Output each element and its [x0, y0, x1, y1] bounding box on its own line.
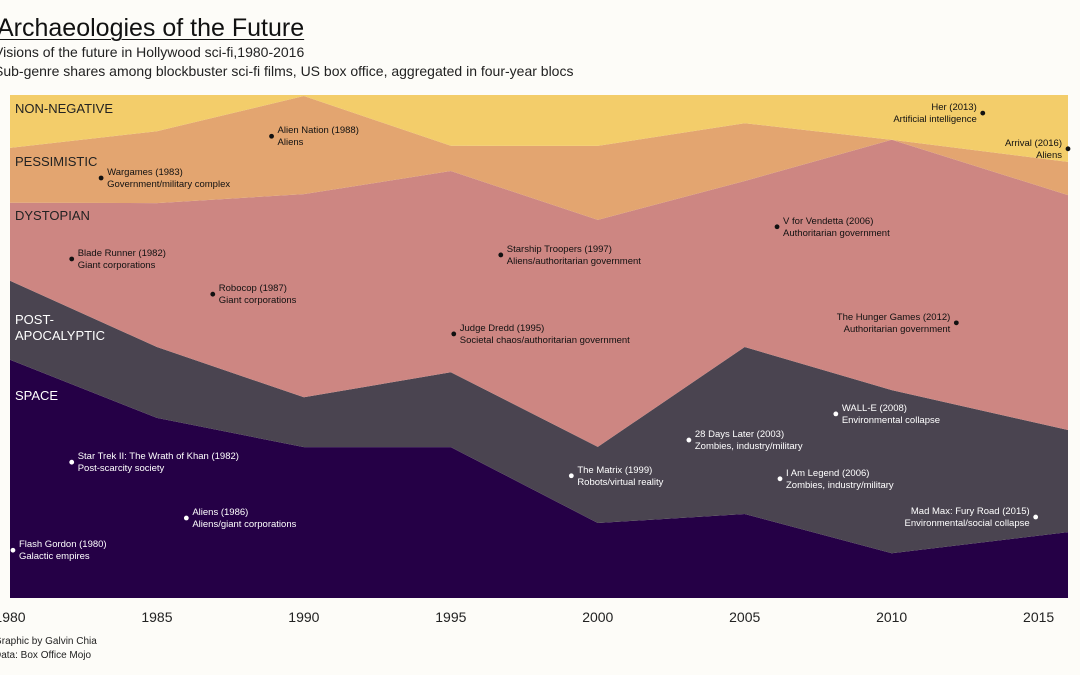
annotation-theme: Galactic empires [19, 551, 90, 562]
annotation-theme: Zombies, industry/military [786, 480, 894, 491]
annotation-dot [568, 473, 574, 479]
annotation-film: Alien Nation (1988) [278, 125, 359, 136]
annotation-theme: Artificial intelligence [893, 114, 976, 125]
annotation-dot [183, 515, 189, 521]
area-pessimistic [10, 96, 1068, 220]
annotation-theme: Authoritarian government [844, 324, 951, 335]
annotation-dot [69, 459, 75, 465]
annotation-film: Blade Runner (1982) [78, 248, 166, 259]
annotation-theme: Aliens/authoritarian government [507, 256, 641, 267]
annotation-dot [269, 133, 274, 139]
area-post-apocalyptic [10, 280, 1068, 554]
chart-subtitle-2: Sub-genre shares among blockbuster sci-f… [0, 63, 574, 79]
annotation-theme: Aliens [278, 137, 304, 148]
annotation-theme: Government/military complex [107, 179, 230, 190]
x-tick-label: 2015 [1023, 609, 1054, 625]
annotation-film: Starship Troopers (1997) [507, 244, 612, 255]
annotation-film: Aliens (1986) [192, 507, 248, 518]
annotation-dot [210, 291, 216, 297]
annotation-dot [69, 256, 75, 262]
series-label-pessimistic: PESSIMISTIC [15, 154, 97, 169]
annotation-theme: Environmental/social collapse [905, 518, 1030, 529]
chart-title: Archaeologies of the Future [0, 14, 305, 42]
chart-subtitle: Visions of the future in Hollywood sci-f… [0, 44, 305, 60]
x-tick-label: 1980 [0, 609, 26, 625]
annotation-film: The Matrix (1999) [577, 465, 652, 476]
series-label-space: SPACE [15, 388, 58, 403]
x-tick-label: 2005 [729, 609, 760, 625]
annotation-dot [498, 252, 504, 258]
annotation-theme: Giant corporations [219, 295, 297, 306]
annotation-dot [686, 437, 692, 443]
annotation-dot [777, 476, 783, 482]
annotation-theme: Post-scarcity society [78, 463, 165, 474]
annotation-film: Her (2013) [931, 102, 976, 113]
annotation-dot [1033, 514, 1039, 520]
x-tick-label: 1985 [141, 609, 172, 625]
annotation-dot [451, 331, 457, 337]
annotation-theme: Zombies, industry/military [695, 441, 803, 452]
annotation-theme: Robots/virtual reality [577, 477, 663, 488]
x-tick-label: 2000 [582, 609, 613, 625]
series-label-non-negative: NON-NEGATIVE [15, 101, 113, 116]
series-label-dystopian: DYSTOPIAN [15, 208, 90, 223]
annotation-theme: Environmental collapse [842, 415, 940, 426]
annotation-film: V for Vendetta (2006) [783, 216, 873, 227]
x-tick-label: 2010 [876, 609, 907, 625]
area-non-negative [10, 95, 1068, 162]
annotation-film: The Hunger Games (2012) [837, 312, 951, 323]
annotation-film: WALL-E (2008) [842, 403, 907, 414]
annotation-film: Star Trek II: The Wrath of Khan (1982) [78, 451, 239, 462]
annotation-film: Mad Max: Fury Road (2015) [911, 506, 1030, 517]
annotation-theme: Aliens/giant corporations [192, 519, 296, 530]
annotation-film: Judge Dredd (1995) [460, 323, 545, 334]
annotation-theme: Societal chaos/authoritarian government [460, 335, 630, 346]
series-label-post-apocalyptic: POST-APOCALYPTIC [15, 312, 105, 343]
annotation-dot [833, 411, 839, 417]
annotation-dot [98, 175, 104, 181]
annotation-theme: Giant corporations [78, 260, 156, 271]
credit-text: Graphic by Galvin Chia [0, 636, 97, 647]
annotation-film: Arrival (2016) [1005, 138, 1062, 149]
annotation-dot [774, 224, 780, 230]
annotation-film: Robocop (1987) [219, 283, 287, 294]
area-space [10, 359, 1068, 598]
annotation-dot [10, 547, 16, 553]
x-tick-label: 1995 [435, 609, 466, 625]
annotation-film: I Am Legend (2006) [786, 468, 869, 479]
x-tick-label: 1990 [288, 609, 319, 625]
annotation-film: 28 Days Later (2003) [695, 429, 784, 440]
annotation-theme: Authoritarian government [783, 228, 890, 239]
area-dystopian [10, 139, 1068, 447]
annotation-film: Wargames (1983) [107, 167, 183, 178]
annotation-dot [1065, 146, 1071, 152]
source-text: Data: Box Office Mojo [0, 650, 92, 661]
annotation-dot [980, 110, 986, 116]
annotation-film: Flash Gordon (1980) [19, 539, 107, 550]
annotation-dot [953, 320, 959, 326]
annotation-theme: Aliens [1036, 150, 1062, 161]
